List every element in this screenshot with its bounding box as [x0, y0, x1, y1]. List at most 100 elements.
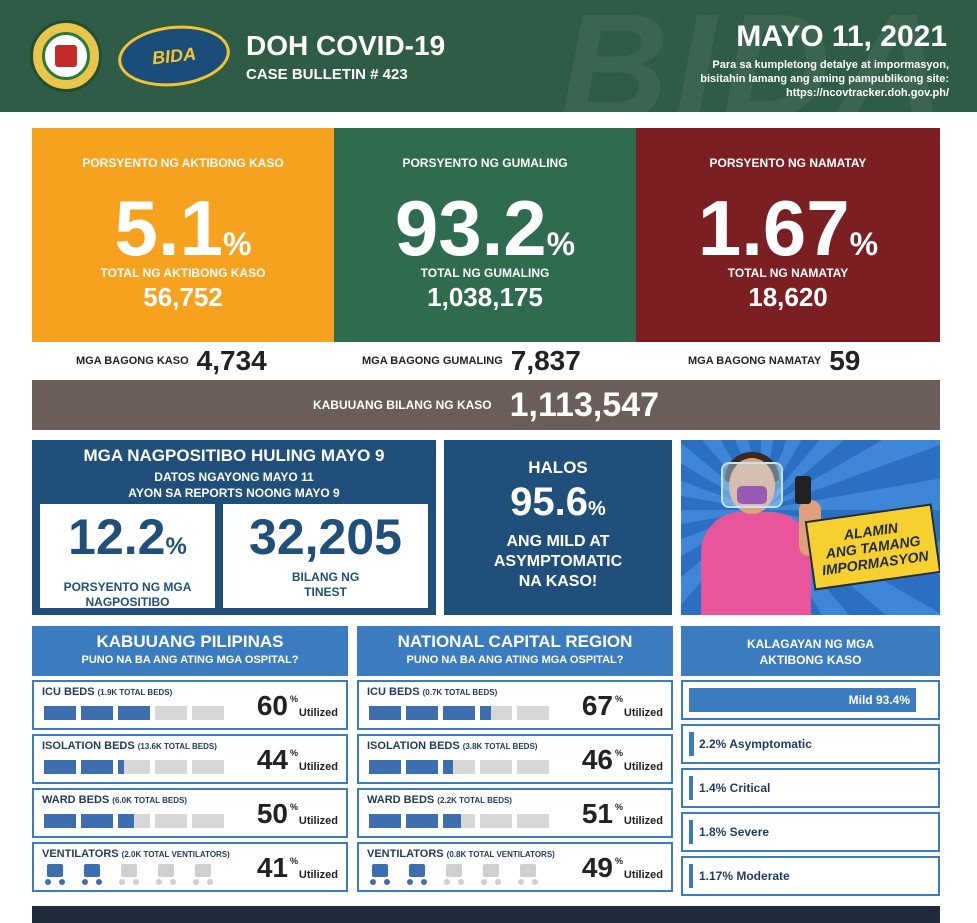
positivity-panel: MGA NAGPOSITIBO HULING MAYO 9 DATOS NGAY… — [32, 440, 436, 615]
utilization-bars — [44, 706, 224, 720]
note-line-2: bisitahin lamang ang aming pampublikong … — [700, 73, 949, 85]
status-label: 1.8% Severe — [699, 825, 770, 839]
utilization-pct: 41 — [256, 852, 288, 883]
total-cases-bar: KABUUANG BILANG NG KASO 1,113,547 — [32, 380, 940, 430]
bed-row: ICU BEDS (1.9K TOTAL BEDS) 60% Utilized — [32, 680, 348, 730]
positivity-title: MGA NAGPOSITIBO HULING MAYO 9 — [83, 446, 385, 465]
new-deaths-label: MGA BAGONG NAMATAY — [688, 355, 822, 367]
deaths-pct: 1.67% — [697, 184, 879, 272]
utilization-pct: 67 — [581, 690, 613, 721]
pct-sign: % — [614, 694, 623, 704]
utilization-bar-segment — [443, 760, 475, 774]
status-row: 1.17% Moderate — [681, 856, 940, 896]
ventilator-icon — [42, 864, 68, 886]
bulletin-date: MAYO 11, 2021 — [736, 20, 947, 53]
phone-icon — [795, 476, 811, 504]
bed-type-label: ISOLATION BEDS (13.6K TOTAL BEDS) — [42, 740, 217, 752]
new-cases-value: 4,734 — [196, 345, 267, 376]
utilization-bar-segment — [517, 706, 549, 720]
positivity-subtitle-2: AYON SA REPORTS NOONG MAYO 9 — [128, 486, 340, 500]
bed-type-label: ISOLATION BEDS (3.8K TOTAL BEDS) — [367, 740, 538, 752]
utilization-bars — [369, 706, 549, 720]
utilization-bar-segment — [118, 814, 150, 828]
hospital-ncr-title: NATIONAL CAPITAL REGION — [397, 632, 633, 651]
active-total: 56,752 — [143, 282, 223, 312]
utilization-bar-segment — [155, 814, 187, 828]
utilization-bar-segment — [443, 706, 475, 720]
deaths-panel: PORSYENTO NG NAMATAY 1.67% TOTAL NG NAMA… — [636, 128, 940, 342]
utilization-bar-segment — [517, 760, 549, 774]
header-note: Para sa kumpletong detalye at impormasyo… — [629, 58, 949, 100]
positivity-rate-caption-2: NAGPOSITIBO — [85, 595, 170, 609]
utilization-bar-segment — [369, 760, 401, 774]
ventilator-icons — [367, 864, 541, 886]
halos-label: HALOS — [528, 458, 588, 477]
new-cases: MGA BAGONG KASO 4,734 — [76, 344, 267, 378]
bulletin-title: DOH COVID-19 — [246, 30, 446, 61]
status-row: 2.2% Asymptomatic — [681, 724, 940, 764]
deaths-total: 18,620 — [748, 282, 828, 312]
status-share-bar — [689, 688, 916, 712]
face-shield-icon — [721, 462, 783, 508]
positivity-rate-caption-1: PORSYENTO NG MGA — [63, 580, 192, 594]
utilization-bars — [44, 760, 224, 774]
bida-logo-icon: BIDA — [115, 20, 233, 92]
bed-type-label: ICU BEDS (1.9K TOTAL BEDS) — [42, 686, 173, 698]
pct-sign: % — [289, 694, 298, 704]
new-cases-label: MGA BAGONG KASO — [76, 355, 189, 367]
mild-caption-2: ASYMPTOMATIC — [493, 553, 623, 570]
status-label: 1.4% Critical — [699, 781, 771, 795]
active-cases-panel: PORSYENTO NG AKTIBONG KASO 5.1% TOTAL NG… — [32, 128, 334, 342]
utilization-bar-segment — [369, 706, 401, 720]
positivity-subtitle-1: DATOS NGAYONG MAYO 11 — [154, 470, 314, 484]
pct-sign: % — [614, 802, 623, 812]
utilization-bar-segment — [192, 760, 224, 774]
utilization-bars — [369, 814, 549, 828]
pct-sign: % — [289, 802, 298, 812]
utilized-label: Utilized — [298, 707, 338, 719]
recovered-total-label: TOTAL NG GUMALING — [420, 266, 550, 280]
bulletin-number: CASE BULLETIN # 423 — [246, 66, 408, 83]
utilization-bar-segment — [81, 760, 113, 774]
ventilator-icon — [515, 864, 541, 886]
active-case-status-panel: KALAGAYAN NG MGA AKTIBONG KASO Mild 93.4… — [681, 626, 940, 896]
utilization-pct: 50 — [256, 798, 288, 829]
hospital-ph-header: KABUUANG PILIPINAS PUNO NA BA ANG ATING … — [32, 626, 348, 676]
utilization-bar-segment — [81, 814, 113, 828]
face-mask-icon — [737, 486, 767, 504]
ventilator-icon — [478, 864, 504, 886]
status-label: 2.2% Asymptomatic — [699, 737, 812, 751]
utilization-bar-segment — [480, 814, 512, 828]
status-row: Mild 93.4% — [681, 680, 940, 720]
utilization-bar-segment — [480, 706, 512, 720]
new-deaths: MGA BAGONG NAMATAY 59 — [688, 344, 860, 378]
hospital-ncr-subtitle: PUNO NA BA ANG ATING MGA OSPITAL? — [406, 654, 624, 666]
utilization-pct: 46 — [581, 744, 613, 775]
recovered-pct-label: PORSYENTO NG GUMALING — [402, 156, 568, 170]
doh-seal-icon — [30, 20, 102, 92]
new-recovered-label: MGA BAGONG GUMALING — [362, 355, 503, 367]
bed-row: VENTILATORS (0.8K TOTAL VENTILATORS) 49% U… — [357, 842, 673, 892]
mild-asymptomatic-panel: HALOS 95.6% ANG MILD AT ASYMPTOMATIC NA … — [444, 440, 672, 615]
utilization-bar-segment — [517, 814, 549, 828]
new-recovered-value: 7,837 — [510, 345, 581, 376]
hospital-philippines-panel: KABUUANG PILIPINAS PUNO NA BA ANG ATING … — [32, 626, 348, 892]
tested-box: 32,205 BILANG NG TINEST — [223, 504, 428, 608]
footer-strip — [32, 906, 940, 923]
status-share-bar — [689, 864, 693, 888]
mild-caption-1: ANG MILD AT — [506, 533, 610, 550]
ventilator-icon — [79, 864, 105, 886]
utilized-label: Utilized — [623, 815, 663, 827]
recovered-pct: 93.2% — [394, 184, 576, 272]
bed-type-label: ICU BEDS (0.7K TOTAL BEDS) — [367, 686, 498, 698]
utilization-bar-segment — [155, 760, 187, 774]
tracker-link[interactable]: https://ncovtracker.doh.gov.ph/ — [786, 87, 949, 99]
status-title-2: AKTIBONG KASO — [759, 653, 862, 667]
utilization-bar-segment — [118, 760, 150, 774]
utilized-label: Utilized — [298, 869, 338, 881]
tested-count: 32,205 — [249, 509, 402, 565]
utilization-bar-segment — [406, 814, 438, 828]
utilized-label: Utilized — [623, 869, 663, 881]
status-title-1: KALAGAYAN NG MGA — [746, 637, 875, 651]
